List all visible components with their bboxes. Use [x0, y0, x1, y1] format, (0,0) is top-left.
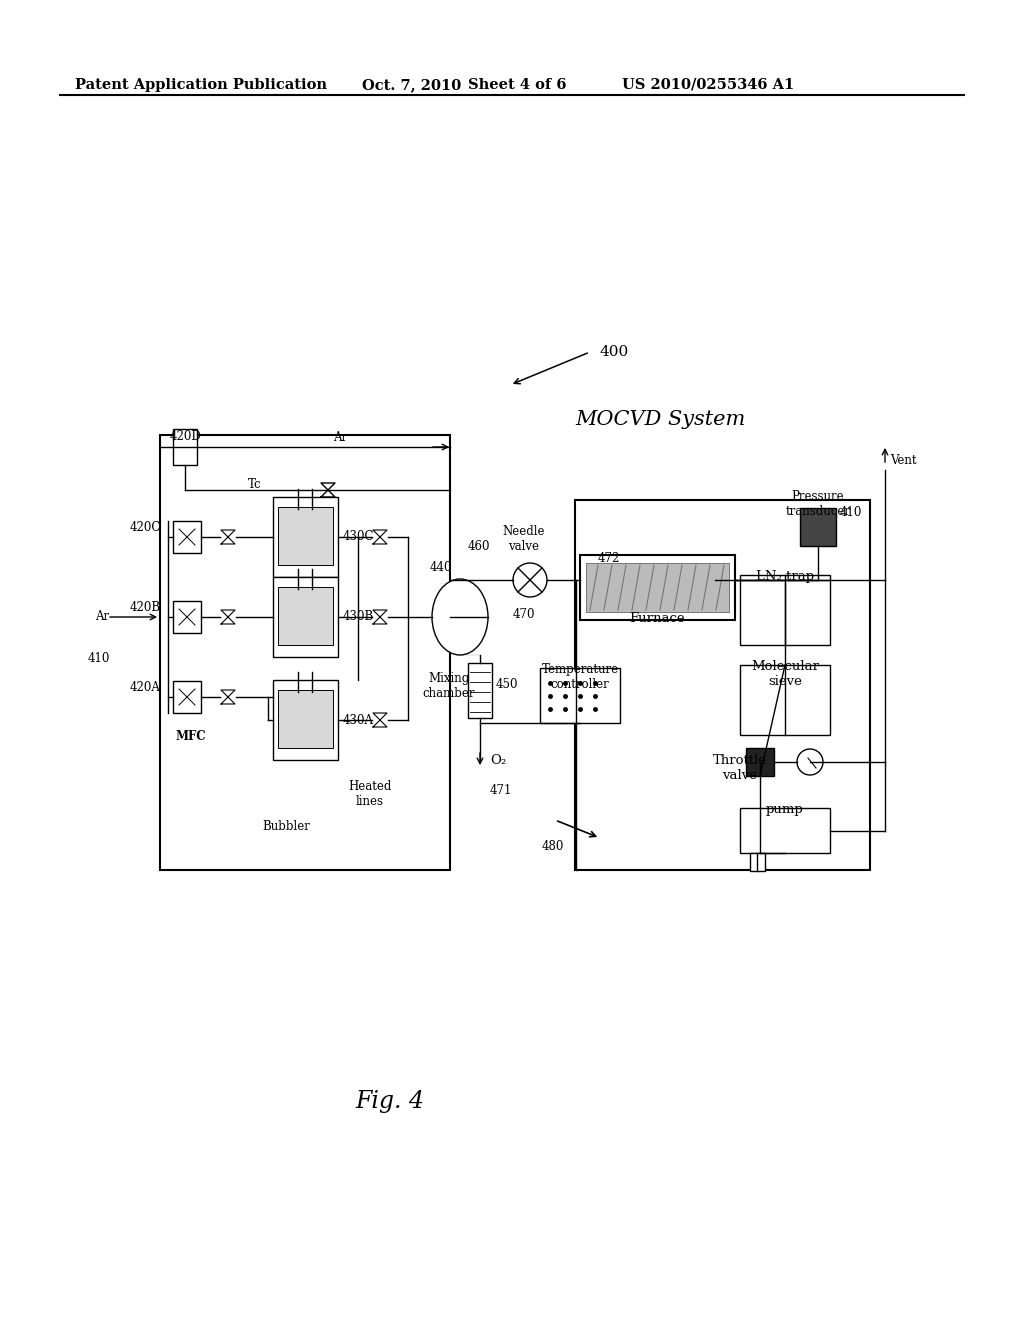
- Bar: [173, 521, 201, 553]
- Text: 420C: 420C: [130, 521, 162, 535]
- Text: Molecular
sieve: Molecular sieve: [751, 660, 819, 688]
- Text: Pressure
transducer: Pressure transducer: [785, 490, 851, 517]
- Bar: [173, 681, 201, 713]
- Text: 430B: 430B: [342, 610, 374, 623]
- Bar: [540, 668, 620, 723]
- Text: 420B: 420B: [130, 601, 161, 614]
- Text: 470: 470: [513, 609, 536, 620]
- Text: Heated
lines: Heated lines: [348, 780, 392, 808]
- Text: US 2010/0255346 A1: US 2010/0255346 A1: [622, 78, 795, 92]
- Text: 450: 450: [496, 678, 518, 692]
- Text: 472: 472: [598, 552, 621, 565]
- Circle shape: [797, 748, 823, 775]
- Text: Fig. 4: Fig. 4: [355, 1090, 425, 1113]
- Text: 430C: 430C: [342, 531, 374, 544]
- Text: 430A: 430A: [342, 714, 374, 726]
- Bar: [272, 498, 338, 577]
- Text: MOCVD System: MOCVD System: [575, 411, 745, 429]
- Bar: [173, 601, 201, 634]
- Text: LN₂ trap: LN₂ trap: [756, 570, 814, 583]
- Text: 400: 400: [600, 345, 630, 359]
- Text: 410: 410: [88, 652, 111, 665]
- Ellipse shape: [432, 579, 488, 655]
- Bar: [575, 500, 870, 870]
- Text: Ar: Ar: [333, 432, 347, 444]
- Bar: [740, 665, 830, 735]
- Bar: [580, 554, 735, 620]
- Text: Furnace: Furnace: [630, 612, 685, 624]
- Text: 440: 440: [430, 561, 453, 574]
- Bar: [750, 853, 765, 871]
- Text: Tc: Tc: [248, 478, 261, 491]
- Text: 420A: 420A: [130, 681, 161, 694]
- Text: Needle
valve: Needle valve: [503, 525, 545, 553]
- Bar: [278, 507, 333, 565]
- Text: Mixing
chamber: Mixing chamber: [423, 672, 475, 700]
- Text: Patent Application Publication: Patent Application Publication: [75, 78, 327, 92]
- Text: Bubbler: Bubbler: [262, 820, 310, 833]
- Text: Ar: Ar: [95, 610, 110, 623]
- Text: Sheet 4 of 6: Sheet 4 of 6: [468, 78, 566, 92]
- Text: 480: 480: [542, 840, 564, 853]
- Text: Throttle
valve: Throttle valve: [713, 754, 767, 781]
- Text: O₂: O₂: [490, 754, 506, 767]
- Circle shape: [513, 564, 547, 597]
- Text: Temperature
controller: Temperature controller: [542, 663, 618, 690]
- Bar: [740, 576, 830, 645]
- Text: pump: pump: [766, 803, 804, 816]
- Text: MFC: MFC: [175, 730, 206, 743]
- Bar: [272, 577, 338, 657]
- Text: Vent: Vent: [890, 454, 916, 466]
- Bar: [800, 508, 836, 546]
- Bar: [746, 748, 774, 776]
- Text: 420D: 420D: [170, 430, 202, 444]
- Bar: [173, 429, 197, 465]
- Text: 410: 410: [840, 506, 862, 519]
- Bar: [468, 663, 492, 718]
- Bar: [278, 587, 333, 645]
- Bar: [160, 436, 450, 870]
- Bar: [740, 808, 830, 853]
- Text: 471: 471: [490, 784, 512, 796]
- Text: 460: 460: [468, 540, 490, 553]
- Text: Oct. 7, 2010: Oct. 7, 2010: [362, 78, 461, 92]
- Bar: [272, 680, 338, 760]
- Bar: [586, 564, 729, 612]
- Bar: [278, 690, 333, 748]
